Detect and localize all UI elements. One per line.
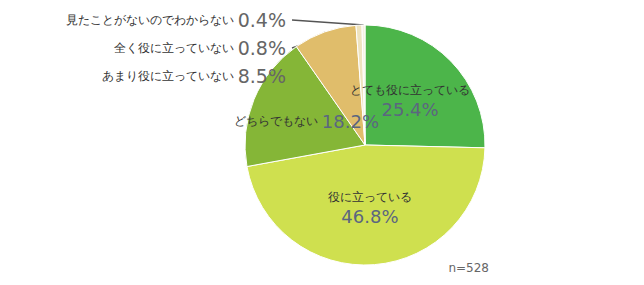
svg-text:全く役に立っていない: 全く役に立っていない (114, 41, 234, 55)
svg-text:46.8%: 46.8% (341, 206, 398, 227)
svg-text:役に立っている: 役に立っている (328, 190, 412, 204)
svg-text:とても役に立っている: とても役に立っている (350, 83, 470, 97)
svg-text:0.8%: 0.8% (238, 37, 286, 59)
svg-text:8.5%: 8.5% (238, 65, 286, 87)
svg-text:18.2%: 18.2% (322, 111, 379, 132)
svg-text:0.4%: 0.4% (238, 9, 286, 31)
svg-text:あまり役に立っていない: あまり役に立っていない (102, 69, 234, 83)
svg-text:見たことがないのでわからない: 見たことがないのでわからない (66, 13, 234, 27)
svg-text:n=528: n=528 (448, 261, 489, 275)
svg-text:どちらでもない: どちらでもない (234, 114, 318, 128)
svg-text:25.4%: 25.4% (381, 99, 438, 120)
